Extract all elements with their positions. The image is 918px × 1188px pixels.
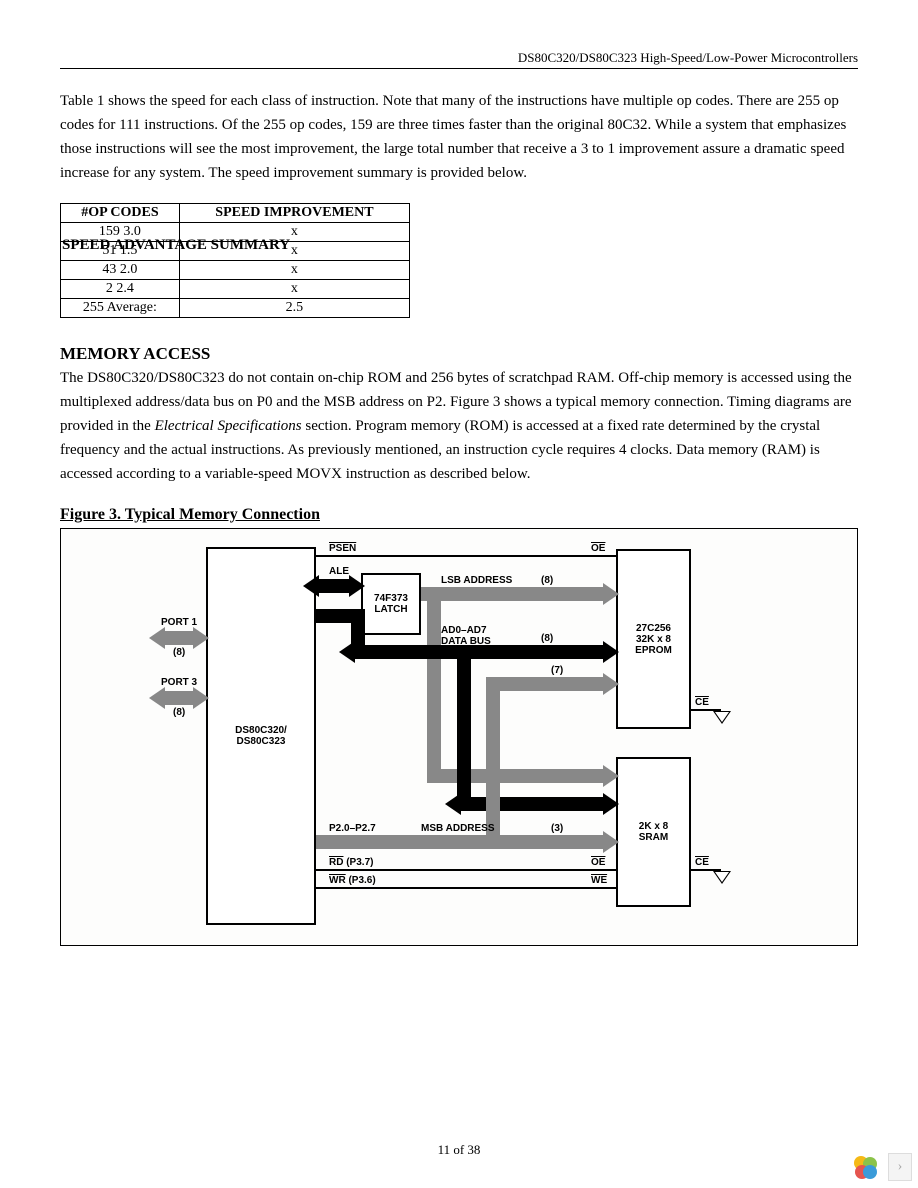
ale-arrow-r xyxy=(349,575,365,597)
ale-label: ALE xyxy=(329,566,349,577)
rd-label: RD (P3.7) xyxy=(329,857,373,868)
page-header: DS80C320/DS80C323 High-Speed/Low-Power M… xyxy=(60,50,858,69)
ad-label: AD0–AD7 DATA BUS xyxy=(441,625,491,647)
lsb-arrow xyxy=(603,583,619,605)
page-number: 11 of 38 xyxy=(0,1142,918,1158)
intro-paragraph: Table 1 shows the speed for each class o… xyxy=(60,89,858,185)
p2-label: P2.0–P2.7 xyxy=(329,823,376,834)
port3-ar xyxy=(193,687,209,709)
ad-sram-ar xyxy=(603,793,619,815)
gnd-2 xyxy=(715,872,729,882)
msb-label: MSB ADDRESS xyxy=(421,823,495,834)
col-opcodes: #OP CODES xyxy=(61,204,180,223)
figure-3-diagram: DS80C320/ DS80C323 74F373 LATCH 27C256 3… xyxy=(60,528,858,946)
port3-al xyxy=(149,687,165,709)
table-row: 2 2.4x xyxy=(61,280,410,299)
lsb-bus xyxy=(421,587,607,601)
port1-label: PORT 1 xyxy=(161,617,197,628)
speed-advantage-table: #OP CODES SPEED IMPROVEMENT 159 3.0x 51 … xyxy=(60,203,410,318)
next-page-button[interactable]: › xyxy=(888,1153,912,1181)
header-text: DS80C320/DS80C323 High-Speed/Low-Power M… xyxy=(518,50,858,65)
sram-block: 2K x 8 SRAM xyxy=(616,757,691,907)
msb-arrow xyxy=(603,831,619,853)
speed-table-title: SPEED ADVANTAGE SUMMARY xyxy=(62,237,290,254)
latch-block: 74F373 LATCH xyxy=(361,573,421,635)
oe-label-2: OE xyxy=(591,857,605,868)
mem-text-italic: Electrical Specifications xyxy=(155,418,302,434)
gnd-1 xyxy=(715,712,729,722)
port1-ar xyxy=(193,627,209,649)
ad-arrow-l xyxy=(339,641,355,663)
wr-line xyxy=(316,887,616,889)
ce-label-2: CE xyxy=(695,857,709,868)
ce-label-1: CE xyxy=(695,697,709,708)
lsb-sram-arrow xyxy=(603,765,619,787)
mcu-block: DS80C320/ DS80C323 xyxy=(206,547,316,925)
bus3: (3) xyxy=(551,823,563,834)
port3-label: PORT 3 xyxy=(161,677,197,688)
lsb-label: LSB ADDRESS xyxy=(441,575,512,586)
eprom-block: 27C256 32K x 8 EPROM xyxy=(616,549,691,729)
bus7: (7) xyxy=(551,665,563,676)
we-label: WE xyxy=(591,875,607,886)
ale-arrow-l xyxy=(303,575,319,597)
ce7-arrow xyxy=(603,673,619,695)
lsb-v xyxy=(427,587,441,775)
ale-bus xyxy=(316,579,352,593)
ad-sram xyxy=(457,797,607,811)
ad-bus-2 xyxy=(351,645,607,659)
ad-v xyxy=(457,645,471,803)
memory-access-heading: MEMORY ACCESS xyxy=(60,344,858,364)
latch-label: 74F373 LATCH xyxy=(374,593,408,615)
eprom-label: 27C256 32K x 8 EPROM xyxy=(635,623,672,656)
ce7-bus xyxy=(486,677,606,691)
msb-bus xyxy=(316,835,606,849)
wr-label: WR (P3.6) xyxy=(329,875,376,886)
figure-title: Figure 3. Typical Memory Connection xyxy=(60,506,858,524)
ce7-v xyxy=(486,677,500,841)
lsb-8: (8) xyxy=(541,575,553,586)
col-speed: SPEED IMPROVEMENT xyxy=(179,204,409,223)
corner-widget: › xyxy=(850,1152,912,1182)
flower-icon xyxy=(850,1152,880,1182)
ad-arrow-r xyxy=(603,641,619,663)
ad-sram-al xyxy=(445,793,461,815)
rd-line xyxy=(316,869,616,871)
mcu-label: DS80C320/ DS80C323 xyxy=(235,725,287,747)
psen-label: PSEN xyxy=(329,543,356,554)
port1-al xyxy=(149,627,165,649)
memory-access-paragraph: The DS80C320/DS80C323 do not contain on-… xyxy=(60,366,858,486)
sram-label: 2K x 8 SRAM xyxy=(639,821,668,843)
ad-8: (8) xyxy=(541,633,553,644)
table-row: 43 2.0x xyxy=(61,261,410,280)
psen-line xyxy=(316,555,616,557)
port1-8: (8) xyxy=(173,647,185,658)
port3-8: (8) xyxy=(173,707,185,718)
lsb-sram-bus xyxy=(427,769,607,783)
table-row: 255 Average:2.5 xyxy=(61,299,410,318)
oe-label-1: OE xyxy=(591,543,605,554)
